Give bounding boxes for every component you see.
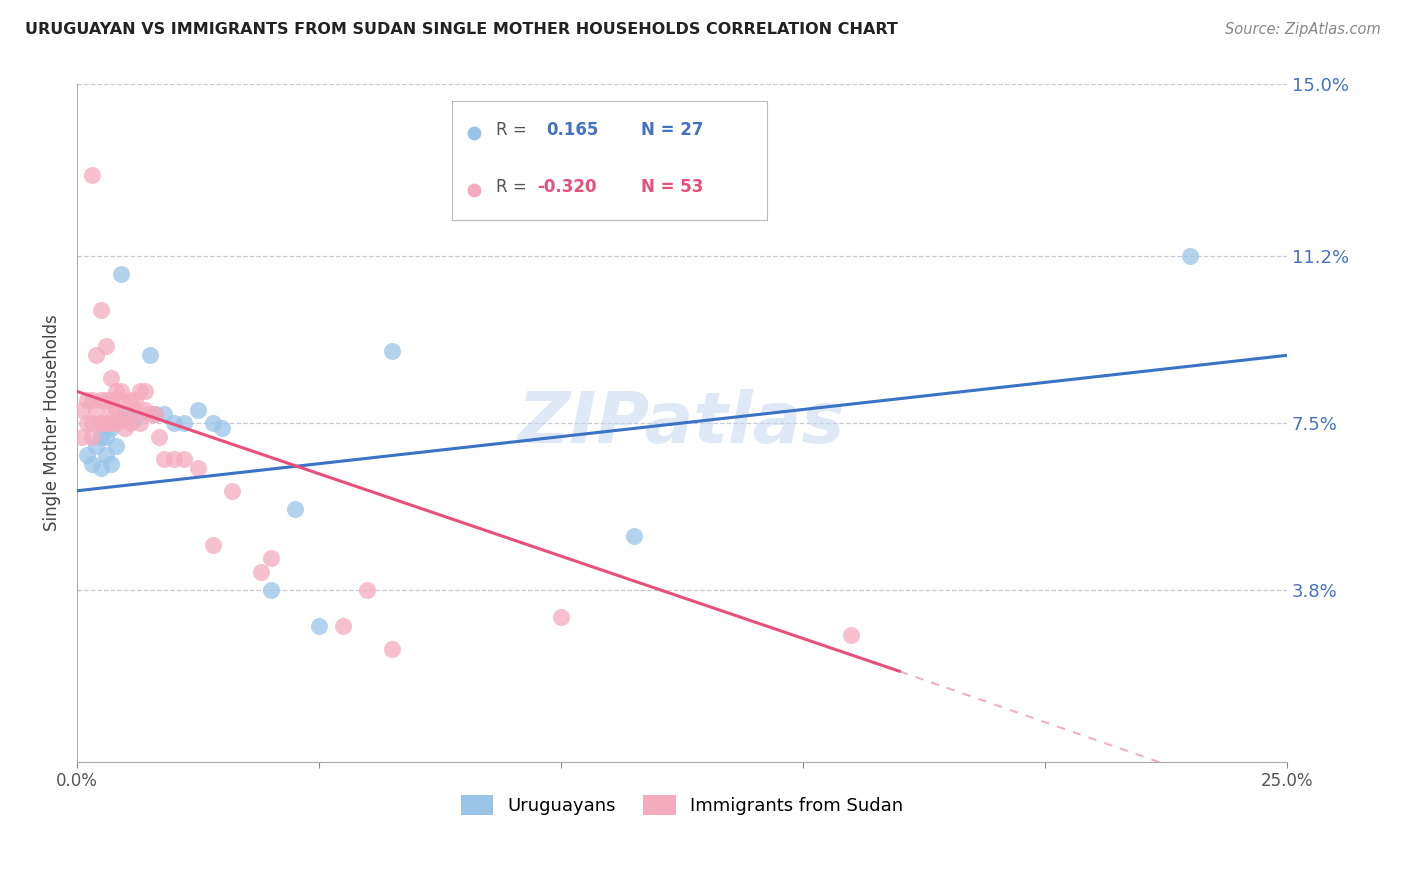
Point (90, 461, 112, 475)
Point (332, 619, 354, 633)
Point (70, 402, 93, 417)
Point (134, 384, 156, 399)
Point (76, 416, 98, 430)
Point (124, 393, 146, 408)
Point (100, 420, 122, 434)
Point (201, 538, 224, 552)
Point (110, 267, 132, 281)
Y-axis label: Single Mother Households: Single Mother Households (44, 315, 60, 532)
Point (201, 416, 224, 430)
Point (94, 448, 117, 462)
Point (839, 628, 862, 642)
Point (80, 416, 103, 430)
Point (80, 168, 103, 182)
Text: Source: ZipAtlas.com: Source: ZipAtlas.com (1225, 22, 1381, 37)
Point (356, 583, 378, 598)
Point (110, 411, 132, 425)
Point (86, 348, 108, 362)
Point (153, 452, 176, 467)
Point (143, 407, 166, 421)
Point (90, 393, 112, 408)
Point (1178, 249, 1201, 263)
Text: URUGUAYAN VS IMMIGRANTS FROM SUDAN SINGLE MOTHER HOUSEHOLDS CORRELATION CHART: URUGUAYAN VS IMMIGRANTS FROM SUDAN SINGL… (25, 22, 898, 37)
Point (100, 416, 122, 430)
Point (110, 393, 132, 408)
Point (76, 448, 98, 462)
Point (138, 407, 160, 421)
Point (124, 411, 146, 425)
Point (86, 402, 108, 417)
Point (250, 565, 273, 579)
Point (120, 416, 142, 430)
Point (100, 402, 122, 417)
Point (148, 429, 170, 443)
Point (120, 393, 142, 408)
Point (163, 416, 186, 430)
Point (94, 339, 117, 353)
Point (129, 384, 152, 399)
Point (623, 529, 645, 543)
Point (221, 483, 243, 498)
Point (90, 416, 112, 430)
Point (134, 402, 156, 417)
Point (143, 407, 166, 421)
Point (100, 457, 122, 471)
Point (173, 452, 195, 467)
Point (187, 402, 209, 417)
Point (104, 439, 127, 453)
Point (94, 429, 117, 443)
Point (114, 420, 136, 434)
Point (80, 429, 103, 443)
Point (104, 384, 127, 399)
Point (114, 407, 136, 421)
Point (124, 402, 146, 417)
Point (259, 583, 281, 598)
Point (80, 457, 103, 471)
Point (70, 429, 93, 443)
Point (381, 641, 404, 656)
Point (114, 411, 136, 425)
Point (211, 420, 233, 434)
Point (90, 303, 112, 318)
Point (153, 407, 176, 421)
Point (550, 610, 572, 624)
Point (138, 348, 160, 362)
Point (86, 439, 108, 453)
Point (94, 393, 117, 408)
Legend: Uruguayans, Immigrants from Sudan: Uruguayans, Immigrants from Sudan (454, 788, 911, 822)
Point (104, 416, 127, 430)
Point (163, 452, 186, 467)
Point (284, 501, 307, 516)
Point (308, 619, 330, 633)
Text: ZIPatlas: ZIPatlas (519, 389, 845, 458)
Point (110, 384, 132, 399)
Point (187, 461, 209, 475)
Point (259, 551, 281, 566)
Point (94, 416, 117, 430)
Point (90, 416, 112, 430)
Point (104, 402, 127, 417)
Point (173, 416, 195, 430)
Point (100, 371, 122, 385)
Point (100, 393, 122, 408)
Point (76, 393, 98, 408)
Point (381, 343, 404, 358)
Point (80, 393, 103, 408)
Point (129, 416, 152, 430)
Point (90, 429, 112, 443)
